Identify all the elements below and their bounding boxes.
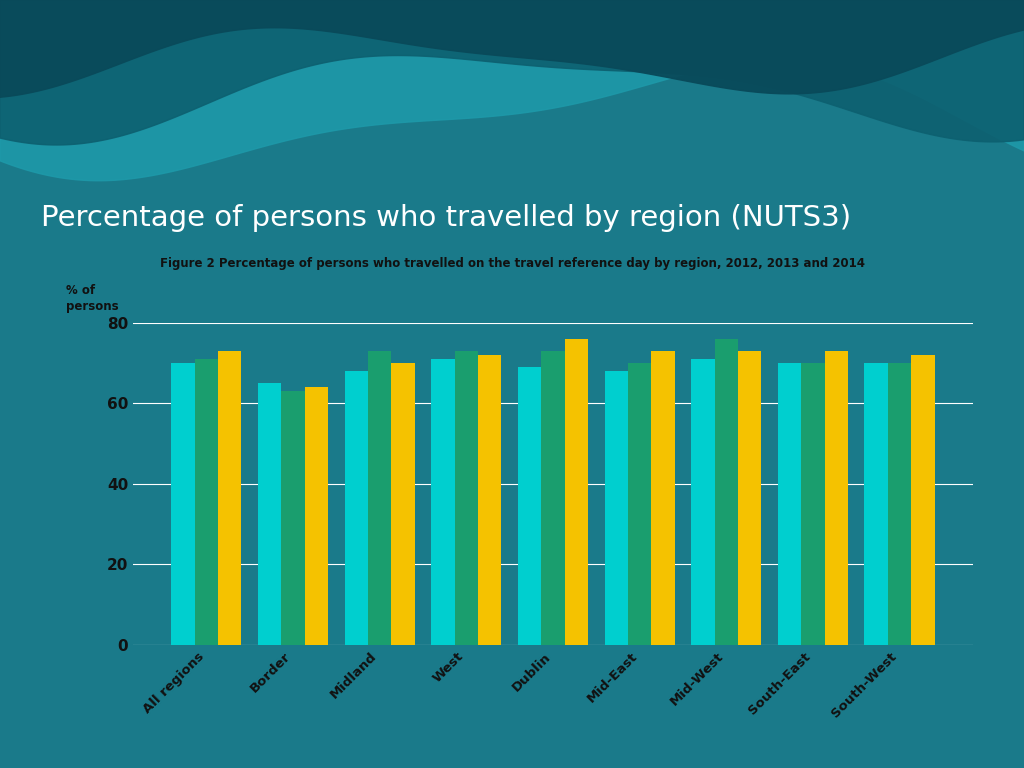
Bar — [824, 351, 848, 645]
Bar — [368, 351, 391, 645]
Bar — [801, 363, 824, 645]
Bar — [305, 387, 328, 645]
Bar — [628, 363, 651, 645]
Bar — [171, 363, 195, 645]
Text: Figure 2 Percentage of persons who travelled on the travel reference day by regi: Figure 2 Percentage of persons who trave… — [160, 257, 864, 270]
Bar — [715, 339, 738, 645]
Bar — [195, 359, 218, 645]
Bar — [478, 355, 502, 645]
Bar — [564, 339, 588, 645]
Bar — [651, 351, 675, 645]
Bar — [391, 363, 415, 645]
Bar — [258, 383, 282, 645]
Bar — [345, 371, 368, 645]
Bar — [431, 359, 455, 645]
Bar — [738, 351, 761, 645]
Text: Percentage of persons who travelled by region (NUTS3): Percentage of persons who travelled by r… — [41, 204, 851, 231]
Bar — [864, 363, 888, 645]
Text: % of
persons: % of persons — [66, 284, 119, 313]
Bar — [282, 391, 305, 645]
Bar — [518, 367, 542, 645]
Bar — [778, 363, 801, 645]
Bar — [888, 363, 911, 645]
Bar — [455, 351, 478, 645]
Bar — [218, 351, 242, 645]
Bar — [542, 351, 564, 645]
Bar — [691, 359, 715, 645]
Bar — [604, 371, 628, 645]
Bar — [911, 355, 935, 645]
